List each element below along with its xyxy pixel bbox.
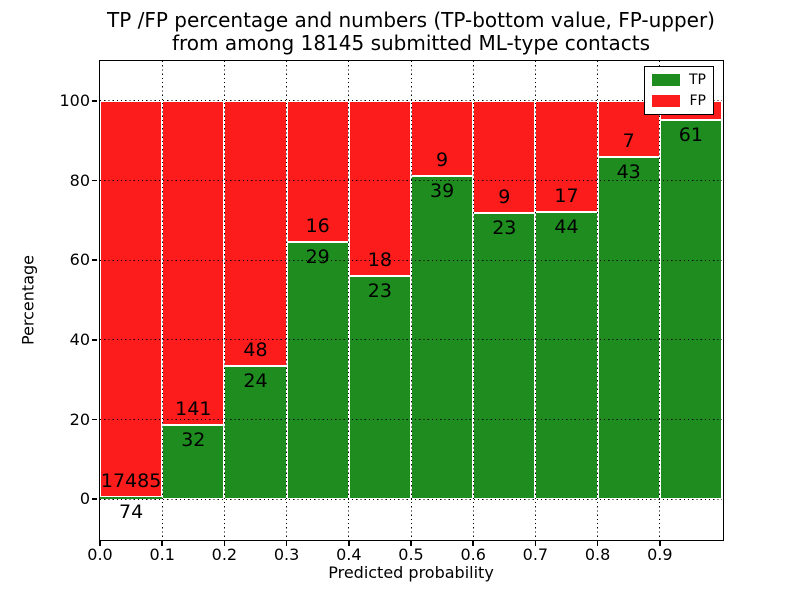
- x-tick-mark: [534, 540, 537, 546]
- bar-segment-fp: [473, 100, 536, 213]
- x-tick-label: 0.4: [336, 545, 362, 564]
- x-tick-mark: [285, 540, 288, 546]
- vertical-gridline: [472, 61, 474, 539]
- chart-title-line1: TP /FP percentage and numbers (TP-bottom…: [107, 8, 715, 32]
- bar-segment-tp: [597, 156, 660, 500]
- legend-swatch-tp: [652, 74, 680, 86]
- legend-entry-tp: TP: [652, 72, 706, 88]
- fp-count-label: 7: [622, 129, 635, 152]
- bar-segment-fp: [100, 100, 163, 498]
- horizontal-gridline: [100, 498, 722, 500]
- chart-title-line2: from among 18145 submitted ML-type conta…: [171, 31, 651, 55]
- y-tick-label: 80: [69, 170, 90, 190]
- x-tick-label: 0.6: [460, 545, 486, 564]
- fp-count-label: 17: [554, 184, 579, 207]
- x-tick-label: 0.3: [273, 545, 300, 564]
- x-tick-label: 0.2: [211, 545, 238, 564]
- x-tick-label: 0.0: [87, 545, 113, 564]
- bar-segment-fp: [348, 100, 411, 276]
- bar-segment-fp: [411, 100, 474, 176]
- y-tick-label: 40: [69, 329, 90, 349]
- vertical-gridline: [597, 61, 599, 539]
- y-tick-mark: [92, 498, 97, 500]
- x-axis-label: Predicted probability: [328, 563, 494, 582]
- bar-segment-tp: [286, 242, 349, 500]
- vertical-gridline: [659, 61, 661, 539]
- fp-count-label: 16: [305, 215, 330, 238]
- y-tick-label: 60: [69, 250, 90, 270]
- y-tick-label: 100: [59, 90, 90, 110]
- bar-segment-tp: [348, 275, 411, 500]
- horizontal-gridline: [100, 180, 722, 181]
- x-tick-mark: [99, 540, 101, 546]
- y-tick-label: 20: [69, 409, 90, 429]
- x-tick-mark: [659, 540, 661, 546]
- legend-label: FP: [689, 93, 707, 109]
- fp-count-label: 9: [436, 148, 449, 171]
- x-tick-label: 0.7: [522, 545, 549, 564]
- y-tick-mark: [92, 418, 97, 421]
- x-tick-mark: [223, 540, 226, 546]
- tp-count-label: 61: [678, 123, 703, 146]
- tp-count-label: 43: [616, 160, 641, 183]
- y-tick-mark: [92, 179, 97, 182]
- y-tick-label: 0: [79, 489, 90, 509]
- x-tick-label: 0.9: [647, 545, 673, 564]
- x-tick-mark: [161, 540, 163, 546]
- bar-segment-tp: [535, 211, 598, 500]
- fp-count-label: 9: [498, 185, 511, 208]
- fp-count-label: 18: [367, 248, 392, 271]
- legend-swatch-fp: [652, 95, 680, 107]
- x-tick-mark: [472, 540, 474, 546]
- x-tick-label: 0.5: [398, 545, 424, 564]
- fp-count-label: 17485: [100, 470, 162, 493]
- bar-segment-tp: [411, 175, 474, 500]
- bar-segment-tp: [100, 497, 163, 500]
- vertical-gridline: [223, 61, 225, 539]
- horizontal-gridline: [100, 419, 722, 420]
- y-tick-mark: [92, 259, 97, 261]
- tp-count-label: 29: [305, 246, 330, 269]
- vertical-gridline: [348, 61, 350, 539]
- tp-count-label: 32: [181, 429, 206, 452]
- bar-segment-tp: [659, 119, 722, 500]
- x-tick-mark: [596, 540, 599, 546]
- vertical-gridline: [161, 61, 163, 539]
- x-tick-label: 0.1: [149, 545, 175, 564]
- legend-entry-fp: FP: [652, 93, 706, 109]
- y-tick-mark: [92, 339, 97, 341]
- bar-segment-fp: [162, 100, 225, 426]
- legend-label: TP: [689, 72, 706, 88]
- fp-count-label: 141: [175, 398, 212, 421]
- bar-segment-tp: [473, 212, 536, 500]
- vertical-gridline: [286, 61, 288, 539]
- x-tick-label: 0.8: [584, 545, 611, 564]
- legend: TP FP: [644, 66, 714, 115]
- fp-count-label: 48: [243, 339, 268, 362]
- horizontal-gridline: [100, 100, 722, 102]
- bar-segment-fp: [535, 100, 598, 212]
- tp-count-label: 39: [430, 179, 455, 202]
- vertical-gridline: [410, 61, 412, 539]
- horizontal-gridline: [100, 259, 722, 261]
- tp-count-label: 23: [492, 216, 517, 239]
- tp-count-label: 74: [119, 501, 144, 524]
- bar-segment-tp: [224, 366, 287, 500]
- tp-count-label: 23: [367, 279, 392, 302]
- x-tick-mark: [410, 540, 412, 546]
- vertical-gridline: [534, 61, 536, 539]
- bar-segment-fp: [224, 100, 287, 367]
- tp-count-label: 24: [243, 370, 268, 393]
- x-tick-mark: [348, 540, 350, 546]
- y-axis-label: Percentage: [18, 254, 38, 346]
- chart-title: TP /FP percentage and numbers (TP-bottom…: [100, 9, 722, 55]
- plot-area: TP FP 17485 74 141 32 48 24 16 29 18 23 9 39 9 23 17 44 7…: [59, 59, 724, 564]
- horizontal-gridline: [100, 339, 722, 341]
- y-tick-mark: [92, 100, 97, 102]
- tp-count-label: 44: [554, 215, 579, 238]
